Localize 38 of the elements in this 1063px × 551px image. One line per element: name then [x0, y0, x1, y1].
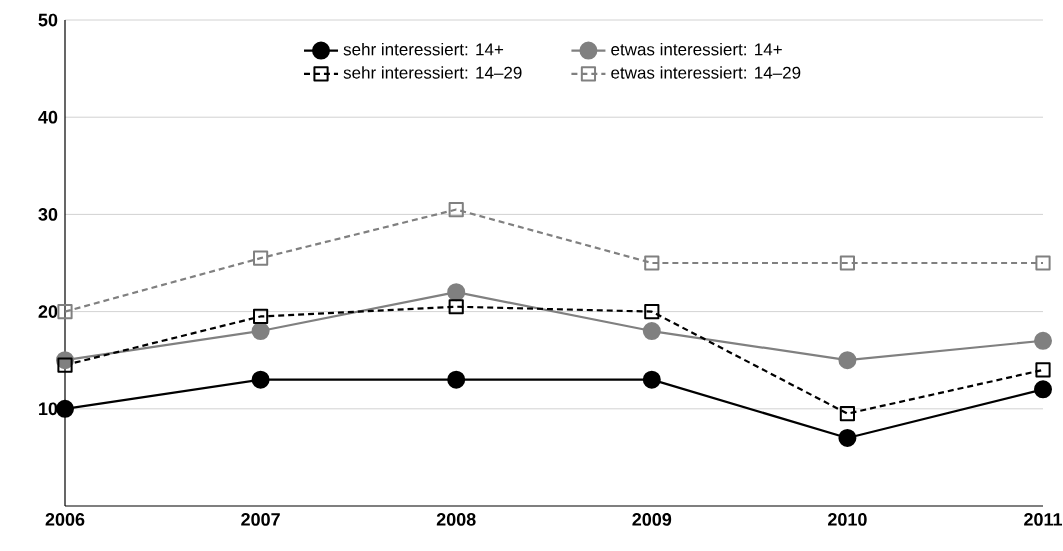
point — [644, 304, 660, 320]
point — [448, 299, 464, 315]
legend-label: sehr interessiert: 14+ — [343, 42, 504, 56]
y-tick-label: 20 — [38, 305, 58, 318]
legend-label: etwas interessiert: 14–29 — [611, 66, 801, 79]
point — [1034, 380, 1053, 399]
point — [839, 406, 855, 422]
point — [838, 428, 857, 447]
point — [1035, 362, 1051, 378]
legend-label: sehr interessiert: 14–29 — [343, 66, 522, 79]
point — [838, 351, 857, 370]
point — [57, 304, 73, 320]
y-tick-label: 40 — [38, 110, 58, 124]
x-tick-label: 2010 — [828, 513, 867, 526]
y-tick-label: 10 — [39, 402, 58, 416]
x-tick-label: 2011 — [1024, 513, 1063, 526]
point — [1034, 331, 1053, 350]
point — [644, 255, 660, 271]
point — [447, 283, 466, 302]
y-tick-label: 50 — [38, 13, 58, 27]
point — [251, 370, 270, 389]
y-tick-label: 30 — [38, 208, 58, 221]
point — [642, 370, 661, 389]
point — [56, 399, 74, 418]
point — [253, 308, 269, 325]
point — [251, 322, 270, 341]
legend-label: etwas interessiert: 14+ — [611, 42, 782, 56]
x-tick-label: 2008 — [436, 513, 476, 526]
x-tick-label: 2006 — [45, 513, 85, 526]
x-tick-label: 2007 — [241, 513, 280, 526]
point — [448, 201, 464, 218]
point — [1035, 255, 1051, 271]
point — [839, 255, 855, 271]
point — [447, 370, 466, 389]
x-tick-label: 2009 — [632, 513, 672, 526]
point — [642, 322, 661, 341]
point — [253, 250, 269, 266]
point — [57, 357, 73, 373]
